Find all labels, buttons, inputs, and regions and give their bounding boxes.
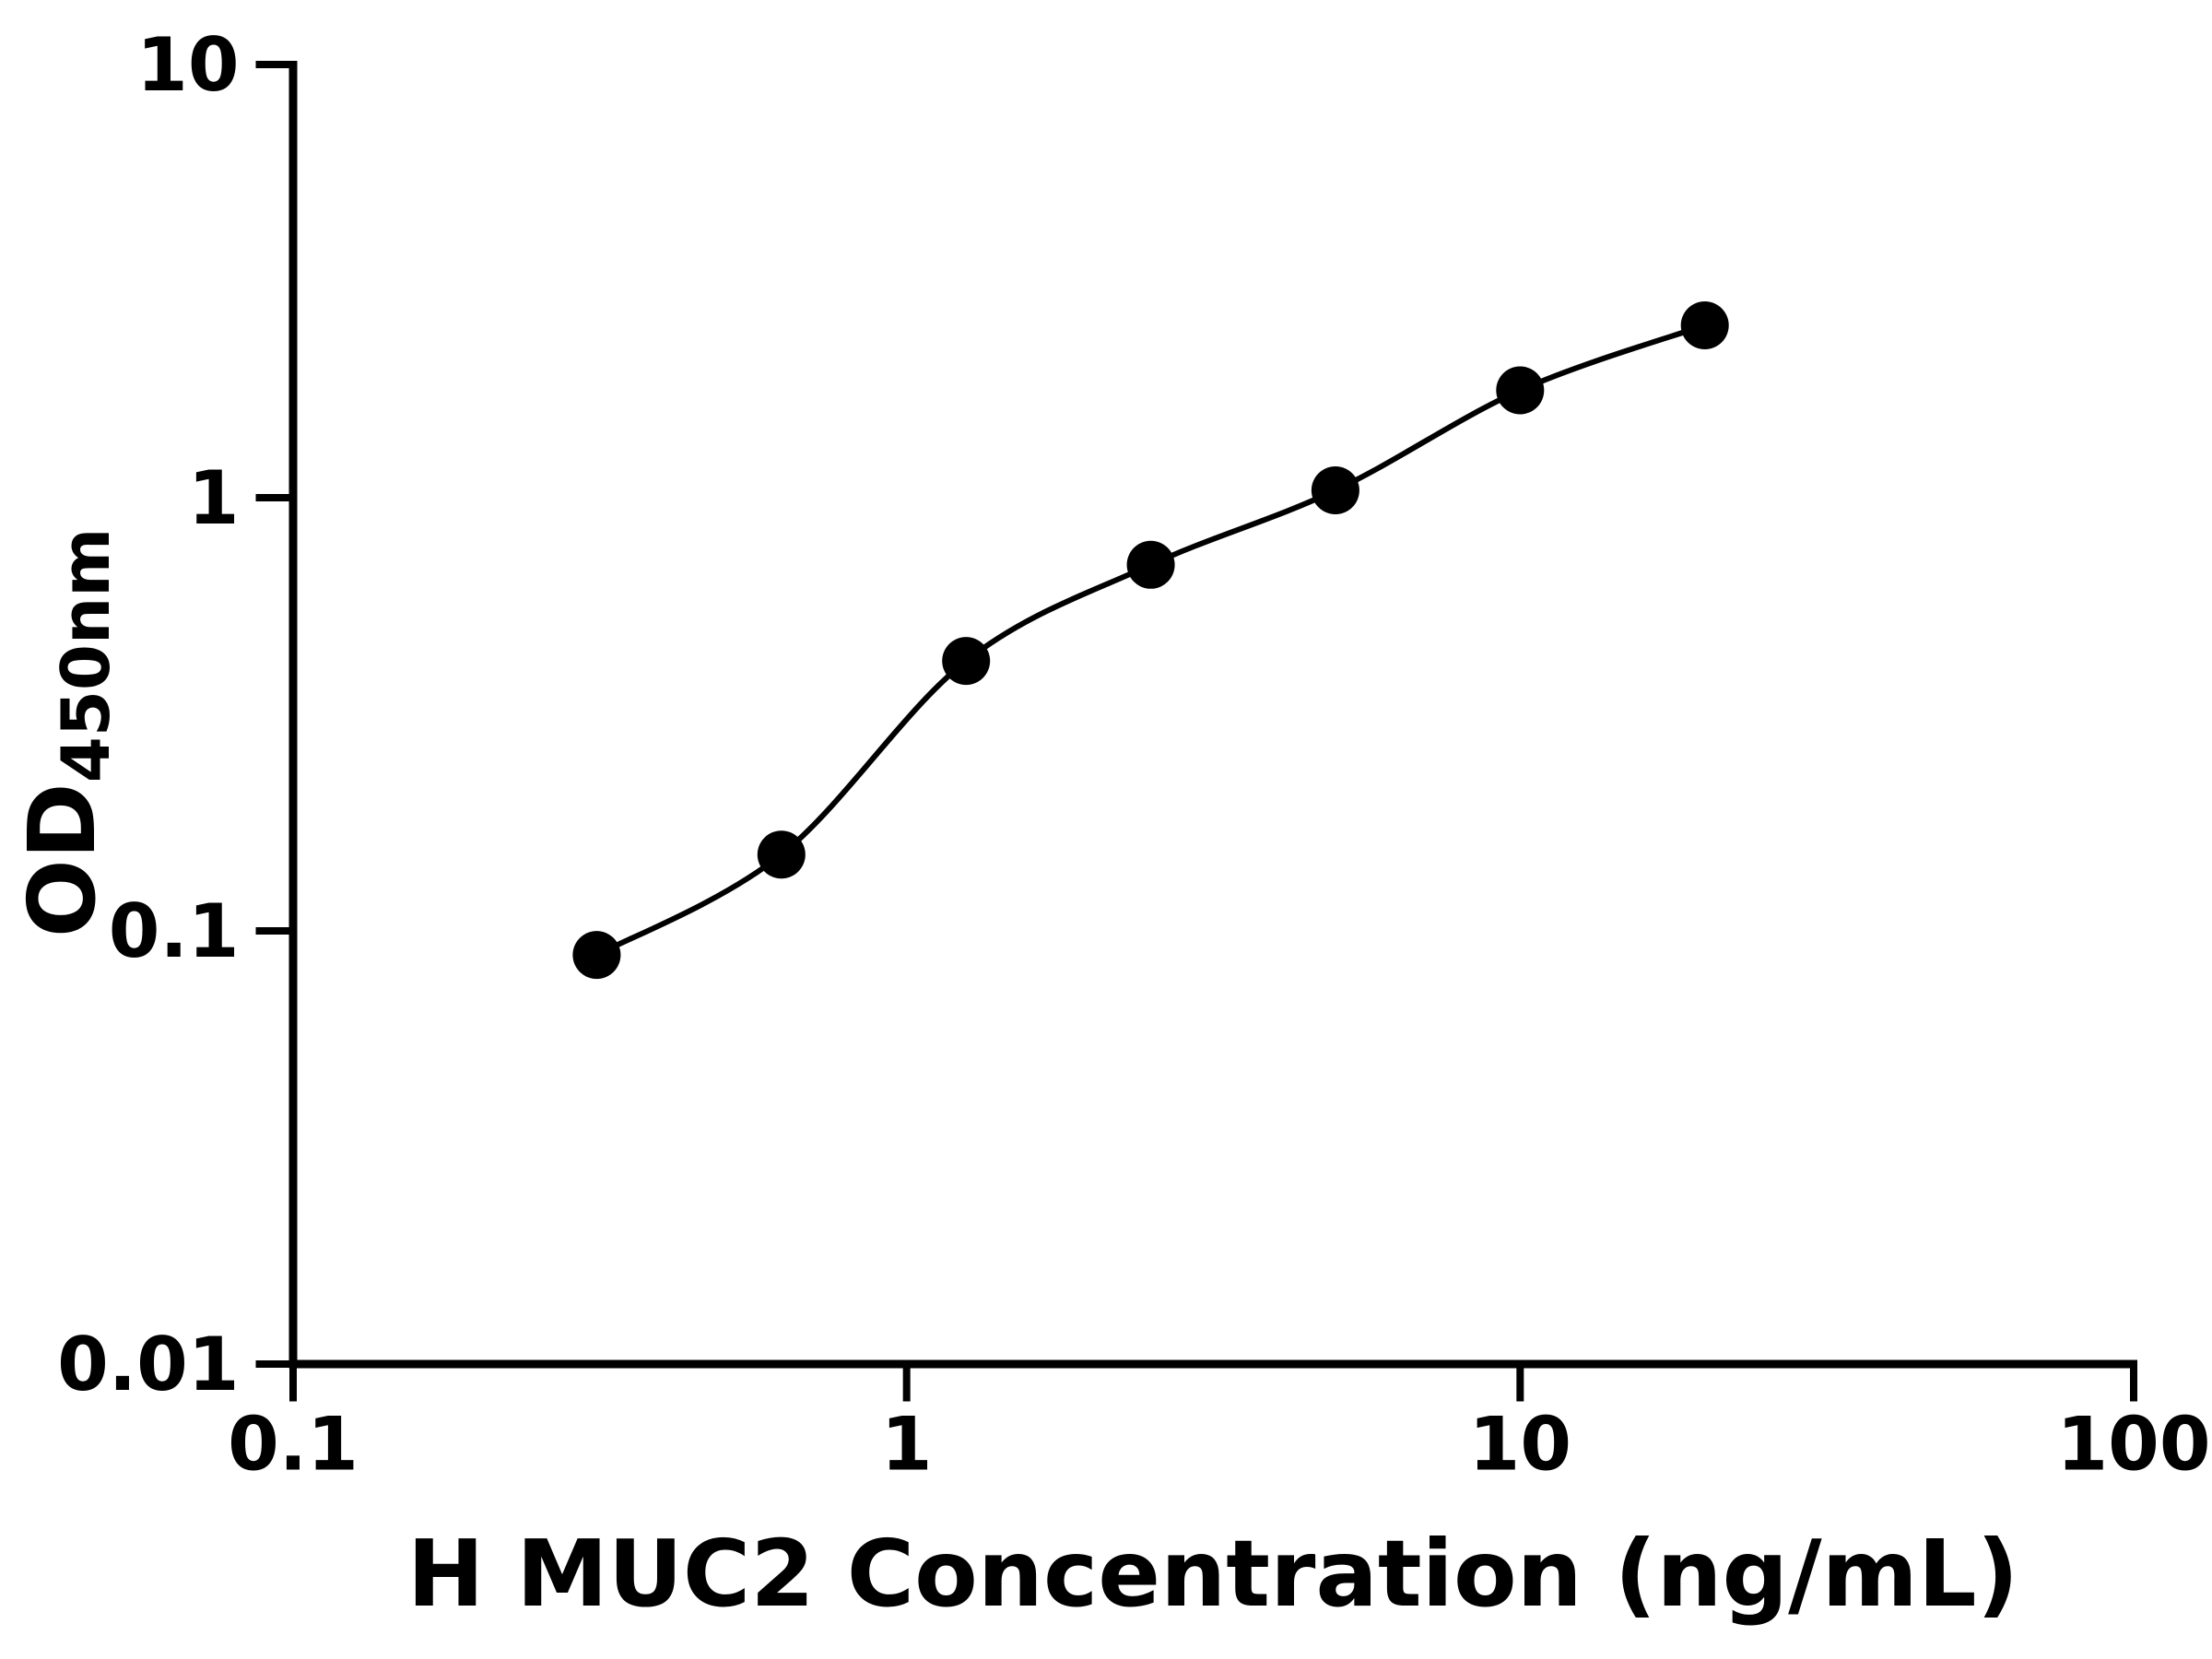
data-point [1311, 466, 1359, 514]
x-tick-label: 0.1 [228, 1402, 359, 1488]
y-axis-label: OD450nm [8, 528, 124, 938]
y-tick-label: 0.01 [57, 1322, 239, 1407]
data-point [572, 931, 621, 980]
y-axis-label-main: OD [8, 782, 116, 937]
y-tick-label: 0.1 [109, 888, 240, 974]
data-point [757, 830, 806, 879]
x-tick-label: 10 [1469, 1402, 1571, 1488]
data-point [1126, 540, 1175, 589]
x-tick-label: 100 [2057, 1402, 2211, 1488]
data-point [1496, 366, 1545, 415]
data-point [942, 637, 991, 686]
x-axis-label: H MUC2 Concentration (ng/mL) [407, 1520, 2019, 1628]
y-axis-label-sub: 450nm [47, 528, 124, 783]
data-point [1680, 301, 1729, 349]
x-tick-label: 1 [881, 1402, 933, 1488]
y-tick-label: 1 [188, 455, 240, 541]
y-tick-label: 10 [136, 22, 239, 108]
